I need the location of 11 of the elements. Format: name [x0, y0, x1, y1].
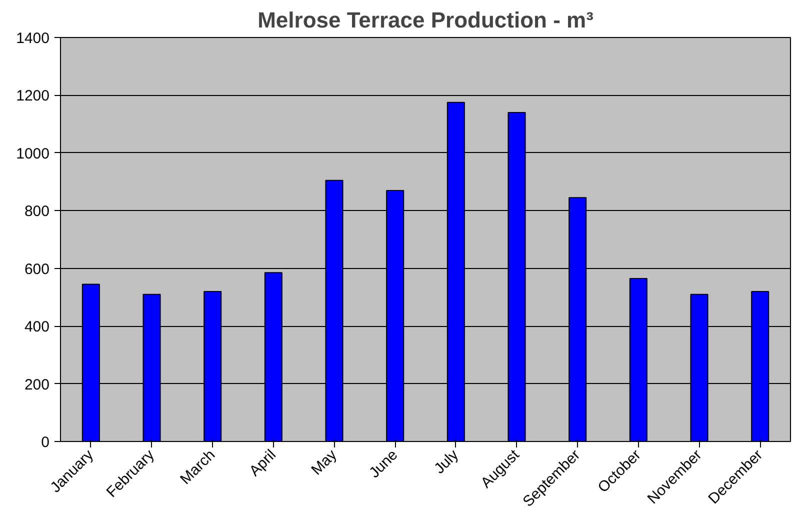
y-tick-label: 200 [24, 376, 50, 394]
y-tick-label: 800 [24, 203, 50, 220]
y-tick-label: 1200 [16, 88, 50, 105]
y-tick-label: 0 [41, 434, 50, 451]
y-tick-label: 1000 [16, 145, 50, 162]
y-tick-label: 400 [24, 318, 50, 336]
y-tick-label: 1400 [16, 30, 50, 47]
x-tick-label: May [308, 446, 341, 479]
y-tick-label: 600 [24, 260, 50, 278]
chart-title: Melrose Terrace Production - m³ [258, 8, 594, 32]
x-tick-label: July [431, 446, 462, 478]
